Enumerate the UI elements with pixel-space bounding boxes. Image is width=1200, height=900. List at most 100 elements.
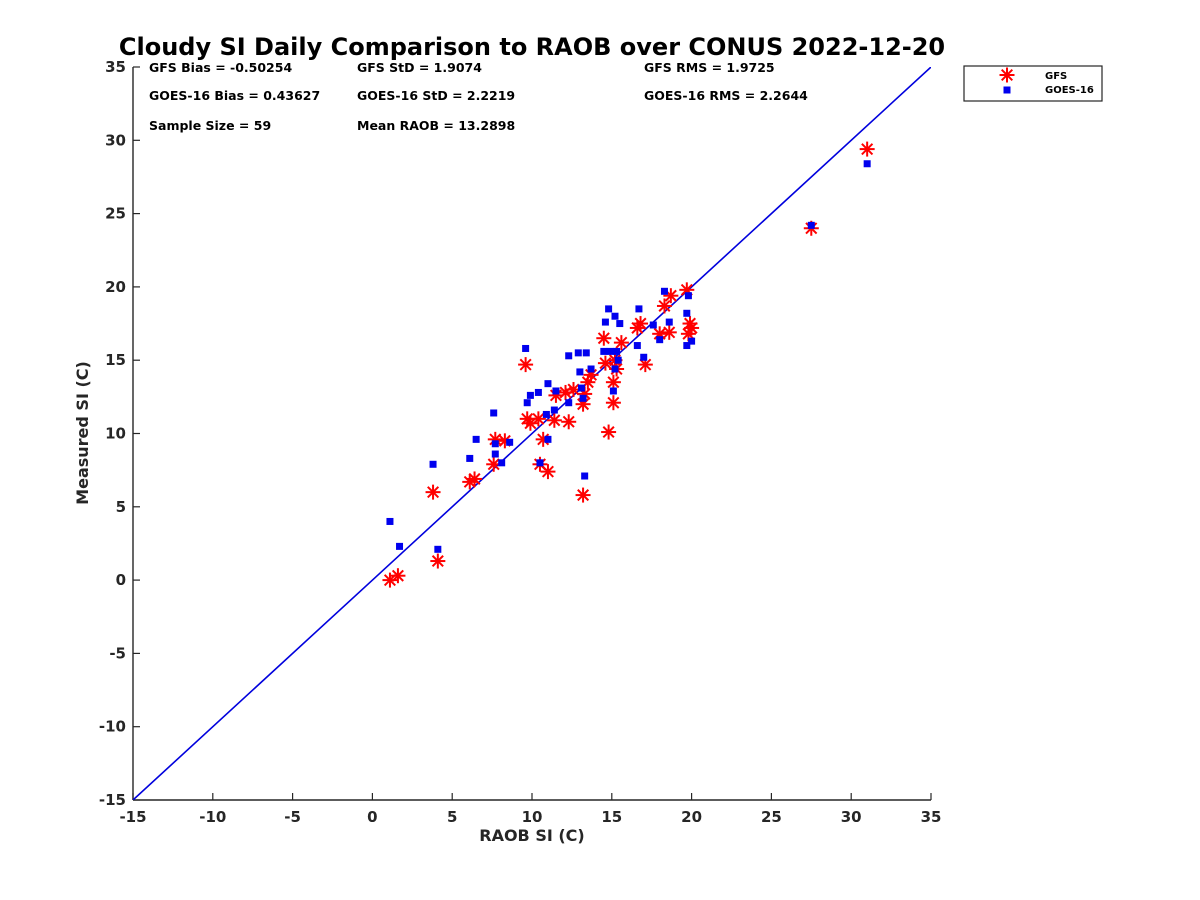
data-point	[565, 352, 573, 360]
data-point	[863, 160, 871, 168]
data-point	[683, 309, 691, 317]
stat-mean-raob: Mean RAOB = 13.2898	[357, 118, 515, 133]
y-tick-label: 35	[105, 58, 126, 76]
data-point	[859, 141, 875, 157]
data-point	[660, 287, 668, 295]
x-tick-label: 35	[921, 808, 942, 826]
data-point	[576, 368, 584, 376]
data-point	[544, 380, 552, 388]
data-point	[807, 221, 815, 229]
data-point	[472, 435, 480, 443]
data-point	[600, 347, 608, 355]
data-point	[518, 357, 534, 373]
data-point	[635, 305, 643, 313]
data-point	[596, 330, 612, 346]
data-point	[656, 298, 672, 314]
stat-gfs-bias: GFS Bias = -0.50254	[149, 60, 292, 75]
y-tick-label: 20	[105, 278, 126, 296]
x-tick-label: 30	[841, 808, 862, 826]
data-point	[530, 411, 546, 427]
x-tick-label: -15	[119, 808, 146, 826]
x-tick-label: 20	[681, 808, 702, 826]
data-point	[656, 336, 664, 344]
one-to-one-line	[133, 67, 931, 800]
x-tick-label: -10	[199, 808, 226, 826]
x-tick-label: 5	[447, 808, 457, 826]
data-point	[429, 460, 437, 468]
data-point	[609, 387, 617, 395]
chart-title: Cloudy SI Daily Comparison to RAOB over …	[119, 33, 945, 61]
x-tick-label: 0	[367, 808, 377, 826]
data-point	[506, 438, 514, 446]
data-point	[550, 406, 558, 414]
data-point	[434, 545, 442, 553]
x-tick-label: 15	[601, 808, 622, 826]
data-point	[684, 320, 700, 336]
legend-label-goes-16: GOES-16	[1045, 85, 1094, 96]
data-series	[382, 141, 875, 588]
legend-glyph	[999, 67, 1015, 83]
data-point	[544, 435, 552, 443]
data-point	[611, 312, 619, 320]
data-point	[579, 394, 587, 402]
stat-gfs-rms: GFS RMS = 1.9725	[644, 60, 775, 75]
data-point	[526, 391, 534, 399]
y-axis-ticks: -15 -10 -5 0 5 10 15 20 25 30 35	[99, 58, 140, 809]
legend-box	[963, 65, 1103, 102]
data-point	[490, 409, 498, 417]
y-axis-label: Measured SI (C)	[73, 361, 92, 505]
y-tick-label: -15	[99, 791, 126, 809]
data-point	[665, 318, 673, 326]
x-tick-label: 25	[761, 808, 782, 826]
data-point	[542, 410, 550, 418]
data-point	[466, 454, 474, 462]
stats-box: GFS Bias = -0.50254 GFS StD = 1.9074 GFS…	[149, 60, 808, 133]
x-tick-label: -5	[284, 808, 301, 826]
y-tick-label: 25	[105, 205, 126, 223]
data-point	[611, 365, 619, 373]
legend-marker-gfs	[999, 67, 1015, 83]
y-tick-label: -10	[99, 718, 126, 736]
data-point	[565, 399, 573, 407]
legend-label-gfs: GFS	[1045, 71, 1067, 82]
data-point	[396, 542, 404, 550]
y-tick-label: 30	[105, 131, 126, 149]
y-tick-label: 10	[105, 425, 126, 443]
data-point	[577, 384, 585, 392]
x-tick-label: 10	[522, 808, 543, 826]
data-point	[582, 349, 590, 357]
data-point	[534, 388, 542, 396]
stat-goes-rms: GOES-16 RMS = 2.2644	[644, 88, 808, 103]
data-point	[614, 356, 622, 364]
y-tick-label: -5	[109, 644, 126, 662]
x-axis-ticks: -15 -10 -5 0 5 10 15 20 25 30 35	[119, 793, 941, 826]
data-point	[425, 484, 441, 500]
legend-marker-goes-16	[1003, 86, 1011, 94]
data-point	[605, 374, 621, 390]
data-point	[546, 412, 562, 428]
data-point	[540, 464, 556, 480]
data-point	[613, 335, 629, 351]
data-point	[390, 568, 406, 584]
stat-gfs-std: GFS StD = 1.9074	[357, 60, 482, 75]
data-point	[523, 399, 531, 407]
legend-glyph	[1003, 86, 1011, 94]
data-point	[606, 347, 614, 355]
series-goes-16	[386, 160, 871, 553]
data-point	[587, 365, 595, 373]
data-point	[688, 337, 696, 345]
stat-goes-bias: GOES-16 Bias = 0.43627	[149, 88, 320, 103]
data-point	[633, 316, 649, 332]
data-point	[649, 321, 657, 329]
data-point	[605, 395, 621, 411]
data-point	[601, 424, 617, 440]
y-tick-label: 15	[105, 351, 126, 369]
data-point	[536, 459, 544, 467]
data-point	[581, 472, 589, 480]
legend: GFS GOES-16	[963, 65, 1103, 102]
data-point	[661, 324, 677, 340]
data-point	[684, 292, 692, 300]
data-point	[616, 320, 624, 328]
data-point	[574, 349, 582, 357]
